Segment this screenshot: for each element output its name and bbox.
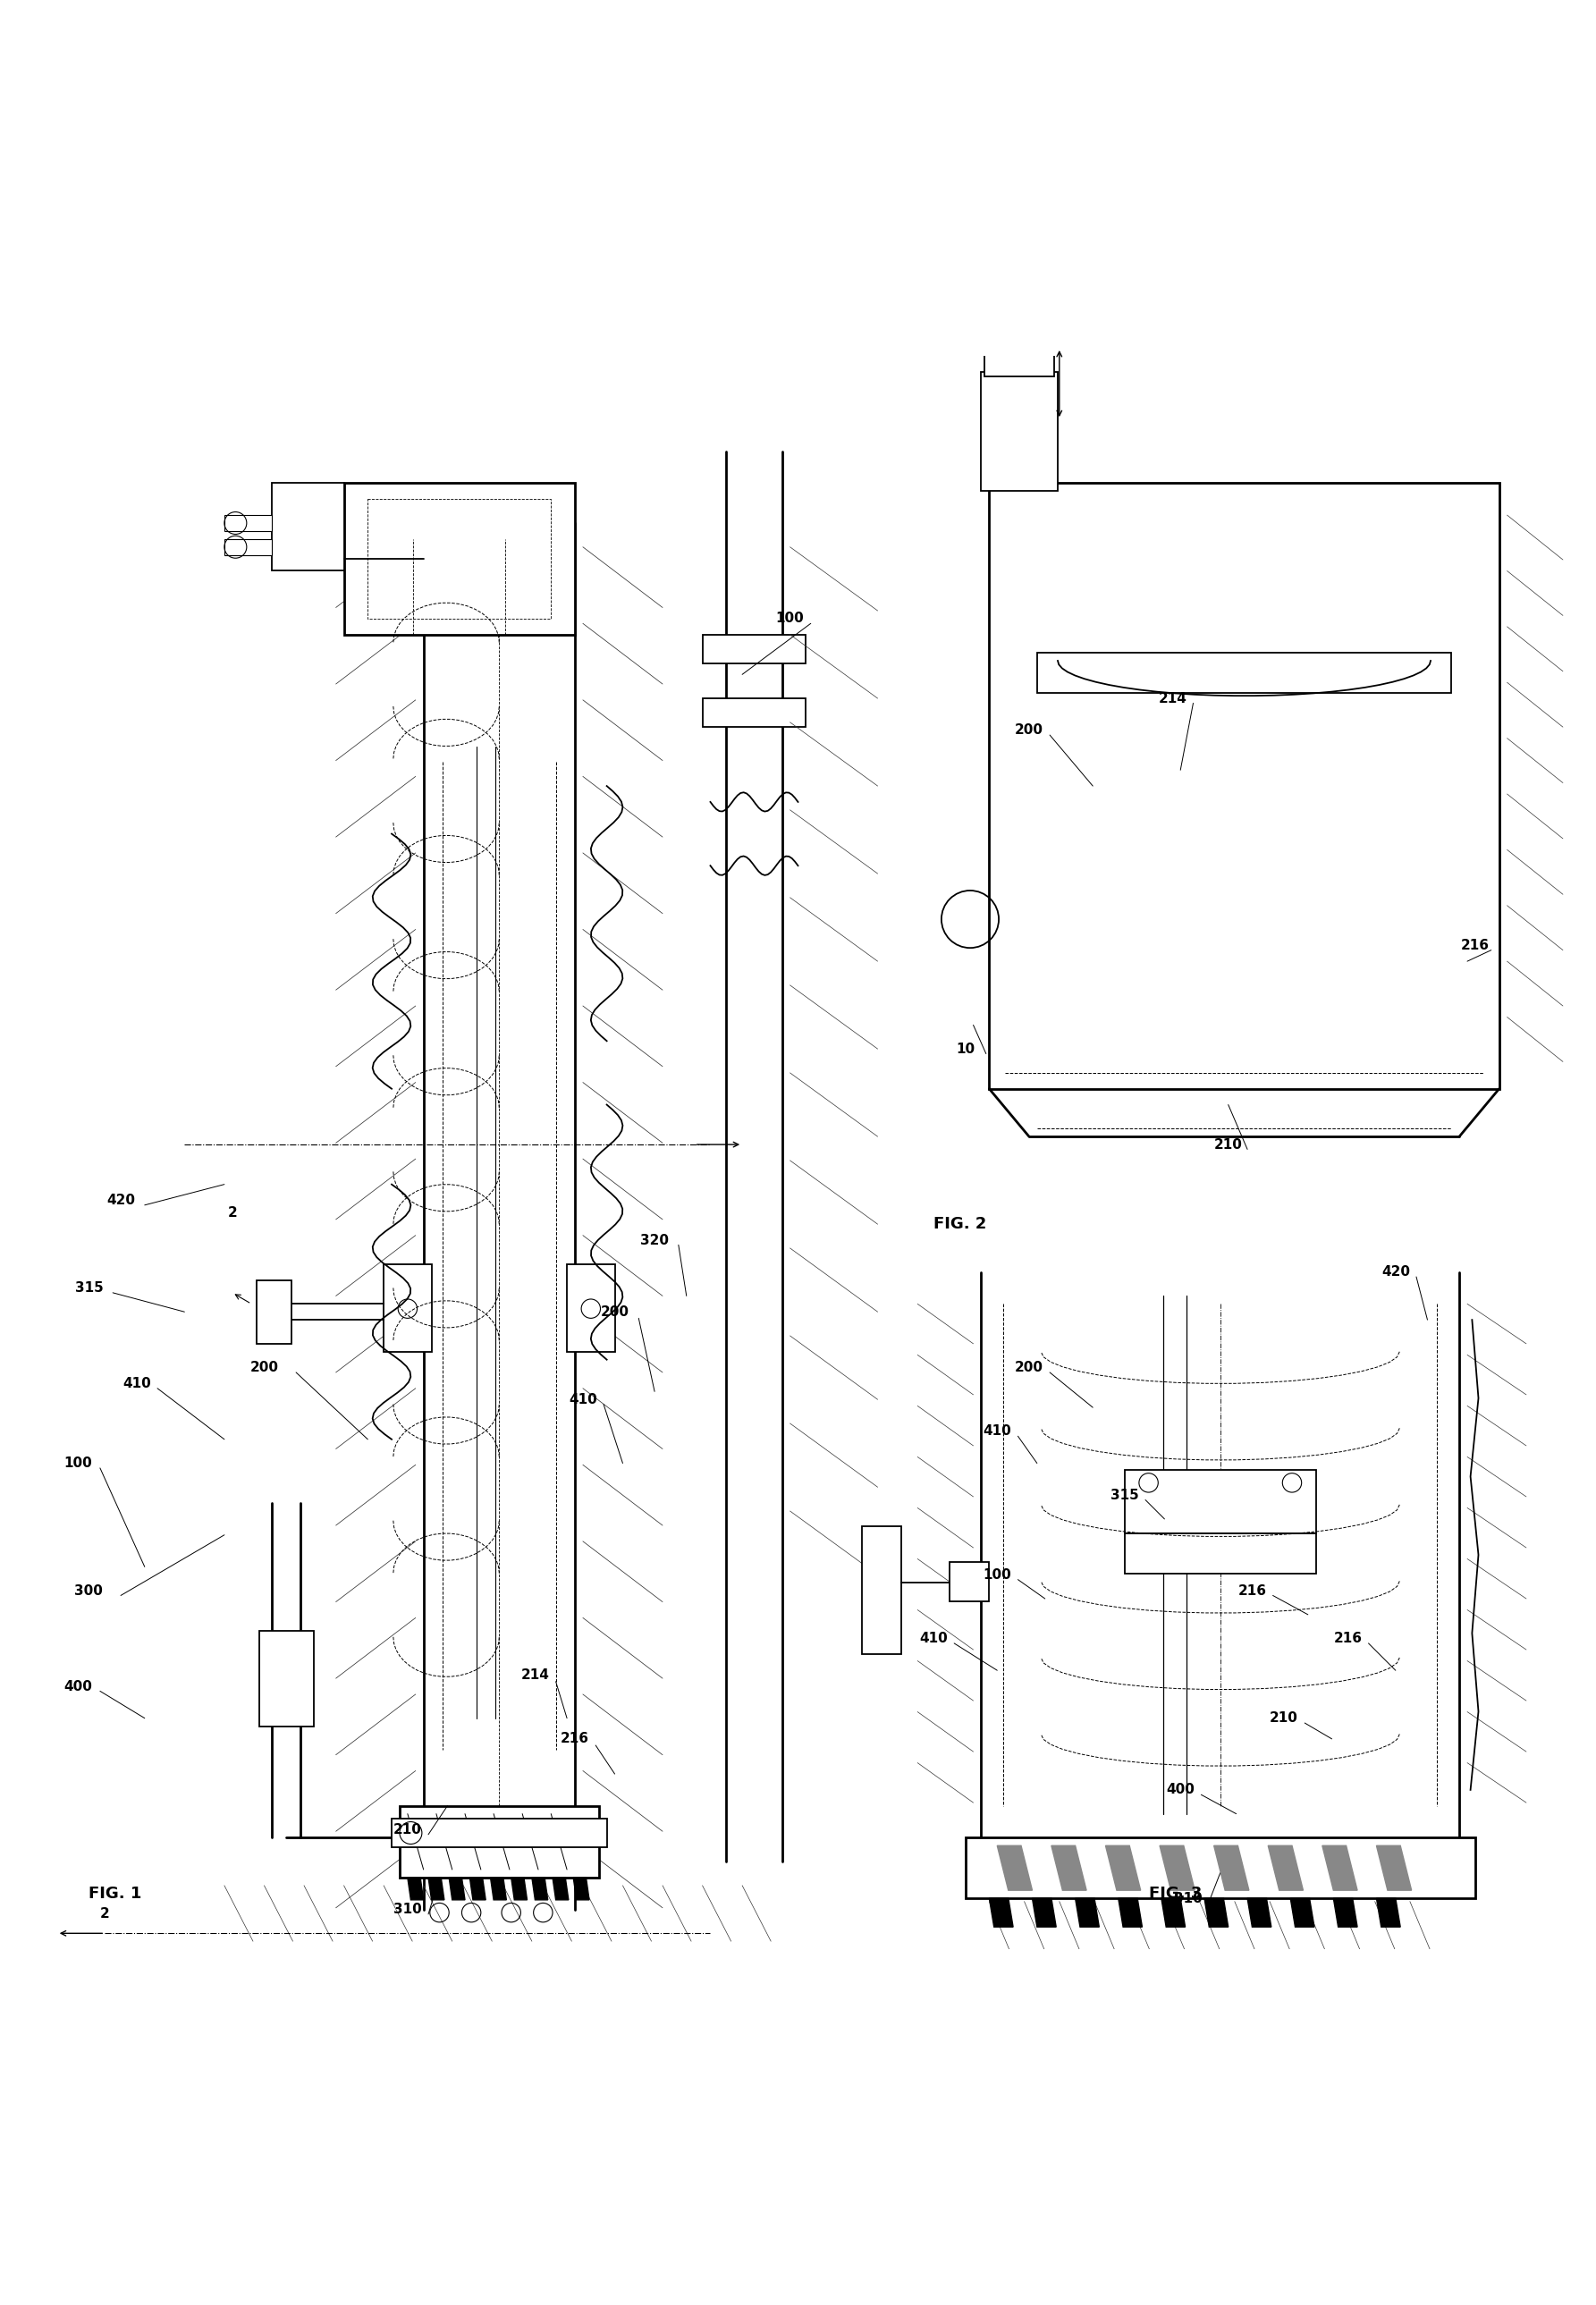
- Bar: [225, 539, 273, 556]
- Bar: [260, 1630, 313, 1726]
- Text: 100: 100: [983, 1567, 1012, 1581]
- Polygon shape: [990, 1899, 1013, 1927]
- Polygon shape: [1052, 1846, 1087, 1890]
- Text: 310: 310: [1175, 1892, 1203, 1904]
- Polygon shape: [1162, 1899, 1186, 1927]
- Bar: [273, 484, 343, 572]
- Text: 216: 216: [1333, 1632, 1361, 1646]
- Text: 216: 216: [1238, 1584, 1267, 1597]
- Text: 2: 2: [101, 1909, 110, 1920]
- Text: 210: 210: [393, 1823, 421, 1837]
- Text: 210: 210: [1215, 1139, 1243, 1150]
- Text: 200: 200: [251, 1360, 278, 1374]
- Text: 315: 315: [1111, 1489, 1140, 1503]
- Polygon shape: [1076, 1899, 1100, 1927]
- Polygon shape: [1333, 1899, 1357, 1927]
- Text: 10: 10: [956, 1042, 975, 1056]
- Text: 315: 315: [75, 1282, 104, 1295]
- Text: 410: 410: [123, 1376, 152, 1390]
- Text: 214: 214: [520, 1669, 549, 1683]
- Bar: [567, 1263, 614, 1351]
- Polygon shape: [490, 1879, 506, 1899]
- Text: 300: 300: [75, 1584, 104, 1597]
- Text: 216: 216: [1460, 938, 1489, 952]
- Polygon shape: [1376, 1899, 1400, 1927]
- Text: 310: 310: [393, 1902, 421, 1915]
- Text: 216: 216: [560, 1731, 589, 1745]
- Bar: [1125, 1533, 1315, 1574]
- Bar: [225, 514, 273, 530]
- Polygon shape: [573, 1879, 589, 1899]
- Bar: [985, 300, 1055, 376]
- Text: 2: 2: [228, 1206, 238, 1219]
- Polygon shape: [448, 1879, 464, 1899]
- Bar: [1125, 1471, 1315, 1533]
- Text: FIG. 3: FIG. 3: [1149, 1885, 1202, 1902]
- Polygon shape: [1106, 1846, 1141, 1890]
- Text: 410: 410: [568, 1392, 597, 1406]
- Text: 200: 200: [1015, 724, 1044, 738]
- Polygon shape: [1033, 1899, 1057, 1927]
- Bar: [367, 500, 551, 618]
- Polygon shape: [511, 1879, 527, 1899]
- Text: 320: 320: [640, 1233, 669, 1247]
- Bar: [702, 698, 806, 726]
- Polygon shape: [531, 1879, 547, 1899]
- Text: 420: 420: [1381, 1265, 1409, 1279]
- Bar: [982, 371, 1058, 491]
- Polygon shape: [1119, 1899, 1143, 1927]
- Bar: [702, 634, 806, 664]
- Text: 100: 100: [776, 611, 804, 625]
- Polygon shape: [1269, 1846, 1304, 1890]
- Text: 200: 200: [600, 1305, 629, 1318]
- Text: 210: 210: [1270, 1713, 1298, 1724]
- Polygon shape: [998, 1846, 1033, 1890]
- Bar: [990, 484, 1499, 1088]
- Bar: [1037, 652, 1451, 692]
- Polygon shape: [1215, 1846, 1250, 1890]
- Polygon shape: [552, 1879, 568, 1899]
- Polygon shape: [1205, 1899, 1229, 1927]
- Polygon shape: [469, 1879, 485, 1899]
- Bar: [950, 1560, 990, 1602]
- Text: 410: 410: [919, 1632, 948, 1646]
- Bar: [383, 1263, 431, 1351]
- Polygon shape: [1248, 1899, 1272, 1927]
- Bar: [391, 1819, 606, 1846]
- Bar: [257, 1279, 290, 1344]
- Text: 214: 214: [1159, 692, 1187, 705]
- Text: 410: 410: [983, 1424, 1012, 1438]
- Bar: [399, 1805, 598, 1879]
- Bar: [862, 1526, 902, 1655]
- Text: 420: 420: [107, 1194, 136, 1208]
- Polygon shape: [993, 295, 1031, 343]
- Text: 200: 200: [1015, 1360, 1044, 1374]
- Bar: [343, 484, 575, 634]
- Text: 400: 400: [1167, 1784, 1195, 1796]
- Text: FIG. 2: FIG. 2: [934, 1217, 986, 1233]
- Polygon shape: [1321, 1846, 1357, 1890]
- Bar: [966, 1837, 1475, 1899]
- Polygon shape: [428, 1879, 444, 1899]
- Polygon shape: [1291, 1899, 1314, 1927]
- Polygon shape: [1376, 1846, 1411, 1890]
- Polygon shape: [1160, 1846, 1195, 1890]
- Text: FIG. 1: FIG. 1: [89, 1885, 142, 1902]
- Text: 100: 100: [64, 1457, 93, 1471]
- Text: 400: 400: [64, 1680, 93, 1694]
- Polygon shape: [407, 1879, 423, 1899]
